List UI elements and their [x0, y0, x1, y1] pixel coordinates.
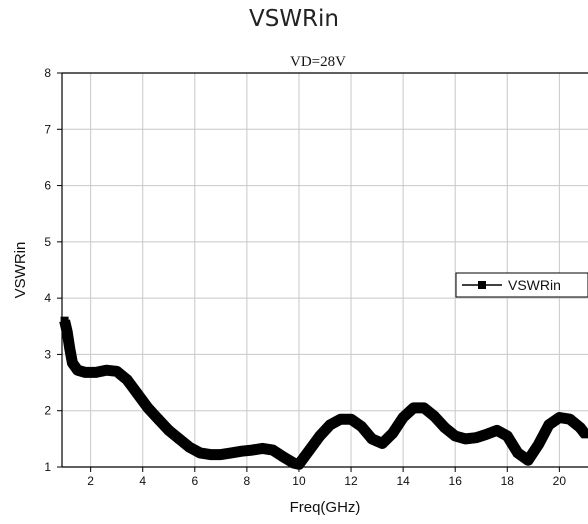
x-tick-label: 16 — [449, 474, 463, 488]
data-point — [581, 430, 588, 439]
data-point — [123, 375, 132, 384]
data-point — [65, 344, 74, 353]
page-title: VSWRin — [248, 6, 340, 32]
data-point — [133, 389, 142, 398]
data-point — [68, 358, 77, 367]
data-point — [305, 446, 314, 455]
series-layer — [59, 316, 588, 470]
data-point — [268, 446, 277, 455]
data-point — [315, 432, 324, 441]
data-point — [482, 430, 491, 439]
data-point — [440, 423, 449, 432]
data-point — [112, 367, 121, 376]
data-point — [289, 459, 298, 468]
data-point — [154, 415, 163, 424]
data-point — [524, 456, 533, 465]
x-tick-label: 20 — [553, 474, 567, 488]
data-point — [534, 440, 543, 449]
data-point — [237, 447, 246, 456]
y-tick-label: 7 — [44, 122, 51, 136]
x-tick-label: 18 — [501, 474, 515, 488]
data-point — [60, 316, 69, 325]
data-point — [399, 413, 408, 422]
grid-lines — [62, 73, 588, 467]
data-point — [206, 450, 215, 459]
data-point — [461, 434, 470, 443]
x-tick-label: 12 — [344, 474, 358, 488]
data-point — [294, 460, 303, 469]
data-point — [279, 452, 288, 461]
data-point — [185, 443, 194, 452]
axes-layer — [61, 72, 588, 468]
y-tick-label: 2 — [44, 404, 51, 418]
y-tick-label: 1 — [44, 460, 51, 474]
data-point — [492, 426, 501, 435]
y-tick-label: 6 — [44, 179, 51, 193]
data-point — [576, 423, 585, 432]
data-point — [409, 403, 418, 412]
plot-background — [62, 73, 588, 467]
data-point — [81, 368, 90, 377]
x-tick-label: 6 — [191, 474, 198, 488]
data-point — [336, 415, 345, 424]
data-point — [102, 366, 111, 375]
data-point — [227, 448, 236, 457]
data-point — [347, 415, 356, 424]
data-point — [175, 434, 184, 443]
data-point — [357, 422, 366, 431]
chart-annotation: VD=28V — [290, 54, 346, 70]
data-point — [164, 426, 173, 435]
data-point — [367, 434, 376, 443]
legend-square-marker — [478, 281, 486, 289]
data-point — [73, 366, 82, 375]
x-tick-label: 2 — [87, 474, 94, 488]
y-ticks: 1 2 3 4 5 6 7 8 — [44, 66, 62, 474]
y-tick-label: 5 — [44, 235, 51, 249]
data-point — [430, 412, 439, 421]
data-point — [326, 420, 335, 429]
data-point — [196, 448, 205, 457]
data-point — [91, 368, 100, 377]
data-point — [388, 429, 397, 438]
data-point — [258, 444, 267, 453]
data-point — [503, 432, 512, 441]
x-tick-label: 8 — [244, 474, 251, 488]
data-point — [544, 420, 553, 429]
data-point — [472, 433, 481, 442]
y-tick-label: 4 — [44, 291, 51, 305]
legend: VSWRin — [455, 272, 588, 298]
x-tick-label: 10 — [292, 474, 306, 488]
y-tick-label: 8 — [44, 66, 51, 80]
data-point — [378, 439, 387, 448]
x-tick-label: 4 — [139, 474, 146, 488]
data-point — [555, 413, 564, 422]
data-point — [513, 448, 522, 457]
legend-label: VSWRin — [508, 277, 561, 293]
x-tick-label: 14 — [396, 474, 410, 488]
data-point — [451, 432, 460, 441]
x-ticks: 2 4 6 8 10 12 14 16 18 20 — [87, 467, 566, 488]
x-axis-title: Freq(GHz) — [290, 499, 361, 516]
data-point — [419, 403, 428, 412]
data-point — [216, 450, 225, 459]
y-axis-title: VSWRin — [12, 242, 29, 299]
data-point — [248, 446, 257, 455]
y-tick-label: 3 — [44, 347, 51, 361]
data-point — [565, 415, 574, 424]
data-point — [143, 403, 152, 412]
data-point — [63, 327, 72, 336]
